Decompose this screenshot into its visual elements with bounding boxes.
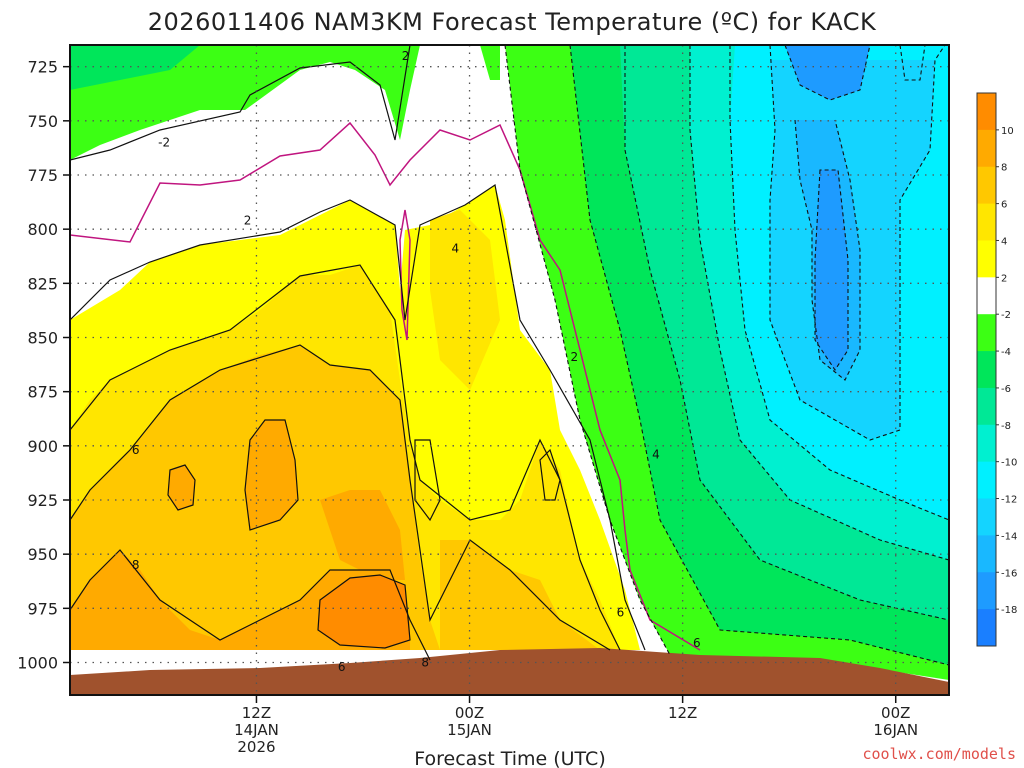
- fill-green-right-strip: [480, 45, 500, 80]
- x-tick-label: 12Z: [668, 704, 697, 722]
- colorbar-label: -6: [1001, 384, 1011, 395]
- x-tick-label: 16JAN: [873, 721, 918, 739]
- y-axis-ticks: 725 750 775 800 825 850 875 900 925 950 975 1000: [17, 58, 70, 673]
- x-tick-label: 2026: [237, 738, 275, 756]
- y-tick-label: 975: [27, 599, 58, 618]
- contour-p8-small-blob: [167, 464, 196, 511]
- fill-band-p6b: [440, 540, 600, 650]
- contour-p2-black: [70, 183, 646, 651]
- colorbar-swatch: [977, 93, 996, 131]
- colorbar-label: 10: [1001, 126, 1014, 137]
- colorbar-label: 4: [1001, 236, 1007, 247]
- contour-label: 2: [570, 350, 578, 364]
- colorbar-swatch: [977, 314, 996, 352]
- y-tick-label: 950: [27, 545, 58, 564]
- colorbar-label: -12: [1001, 495, 1017, 506]
- y-tick-label: 925: [27, 491, 58, 510]
- colorbar: 10 8 6 4 2 -2 -4 -6 -8 -10 -12 -14 -16 -18: [976, 92, 1017, 647]
- contour-label: 2: [402, 49, 410, 63]
- colorbar-swatch: [977, 166, 996, 205]
- fill-band-m16: [785, 45, 870, 100]
- colorbar-swatch: [977, 203, 996, 241]
- contour-p6-right-blob: [414, 439, 441, 522]
- x-tick-label: 15JAN: [447, 721, 492, 739]
- contour-p4-blob-right: [539, 448, 561, 501]
- contour-label: 8: [421, 656, 429, 670]
- x-axis-label: Forecast Time (UTC): [414, 748, 605, 768]
- colorbar-swatch: [977, 277, 996, 315]
- contour-label: 4: [452, 242, 460, 256]
- colorbar-label: -4: [1001, 347, 1011, 358]
- contour-dashed-cold: [504, 45, 949, 666]
- colorbar-label: -8: [1001, 421, 1011, 432]
- x-tick-label: 12Z: [242, 704, 271, 722]
- colorbar-label: 6: [1001, 200, 1007, 211]
- colorbar-label: 8: [1001, 163, 1007, 174]
- colorbar-label: -2: [1001, 310, 1011, 321]
- fill-band-m18: [815, 170, 848, 370]
- contour-label: 6: [132, 443, 140, 457]
- contour-label: 6: [617, 606, 625, 620]
- contour-p2-spike: [399, 209, 411, 341]
- temperature-fill: [70, 45, 949, 695]
- credit-text: coolwx.com/models: [862, 745, 1016, 763]
- colorbar-label: -18: [1001, 605, 1017, 616]
- colorbar-swatch: [977, 240, 996, 278]
- y-tick-label: 850: [27, 329, 58, 348]
- contour-p10-blob: [317, 574, 411, 649]
- y-tick-label: 875: [27, 383, 58, 402]
- fill-band-p10: [318, 575, 410, 648]
- plot-frame: [69, 44, 950, 696]
- colorbar-swatch: [977, 129, 996, 168]
- contour-p8-blob: [244, 419, 299, 531]
- contour-m2-left: [70, 45, 411, 161]
- contour-p8-black: [70, 549, 431, 661]
- surface-terrain: [70, 648, 949, 695]
- contour-label: 8: [132, 558, 140, 572]
- colorbar-swatch: [977, 498, 996, 536]
- contour-label: 6: [693, 636, 701, 650]
- contour-label: 4: [652, 448, 660, 462]
- y-tick-label: 825: [27, 274, 58, 293]
- y-tick-label: 725: [27, 58, 58, 77]
- contour-label: -2: [158, 136, 170, 150]
- colorbar-swatch: [977, 351, 996, 389]
- y-tick-label: 775: [27, 166, 58, 185]
- contour-p2-line: [70, 121, 701, 651]
- x-tick-label: 14JAN: [234, 721, 279, 739]
- colorbar-swatch: [977, 461, 996, 500]
- colorbar-swatch: [977, 609, 996, 647]
- colorbar-swatch: [977, 424, 996, 463]
- fill-topleft-green2: [70, 45, 200, 90]
- x-axis-ticks: 12Z14JAN202600Z15JAN12Z00Z16JAN12Z: [234, 695, 918, 756]
- y-tick-label: 750: [27, 112, 58, 131]
- y-tick-label: 1000: [17, 654, 58, 673]
- contour-label: 6: [338, 660, 346, 674]
- colorbar-swatch: [977, 387, 996, 426]
- x-tick-label: 00Z: [455, 704, 484, 722]
- fill-band-p8c: [168, 465, 195, 510]
- contour-p6-black: [70, 344, 611, 651]
- colorbar-frame: [976, 92, 997, 647]
- chart-title: 2026011406 NAM3KM Forecast Temperature (…: [148, 8, 877, 36]
- colorbar-label: -10: [1001, 458, 1017, 469]
- colorbar-label: -16: [1001, 568, 1017, 579]
- x-tick-label: 00Z: [881, 704, 910, 722]
- fill-band-p4b: [430, 210, 500, 390]
- colorbar-label: -14: [1001, 531, 1017, 542]
- colorbar-label: 2: [1001, 273, 1007, 284]
- contour-label: 2: [244, 214, 252, 228]
- y-tick-label: 900: [27, 437, 58, 456]
- fill-band-p8d: [320, 490, 405, 580]
- colorbar-swatch: [977, 535, 996, 573]
- colorbar-swatch: [977, 572, 996, 610]
- contour-lines: [70, 45, 949, 666]
- fill-band-p8b: [245, 420, 298, 530]
- y-tick-label: 800: [27, 220, 58, 239]
